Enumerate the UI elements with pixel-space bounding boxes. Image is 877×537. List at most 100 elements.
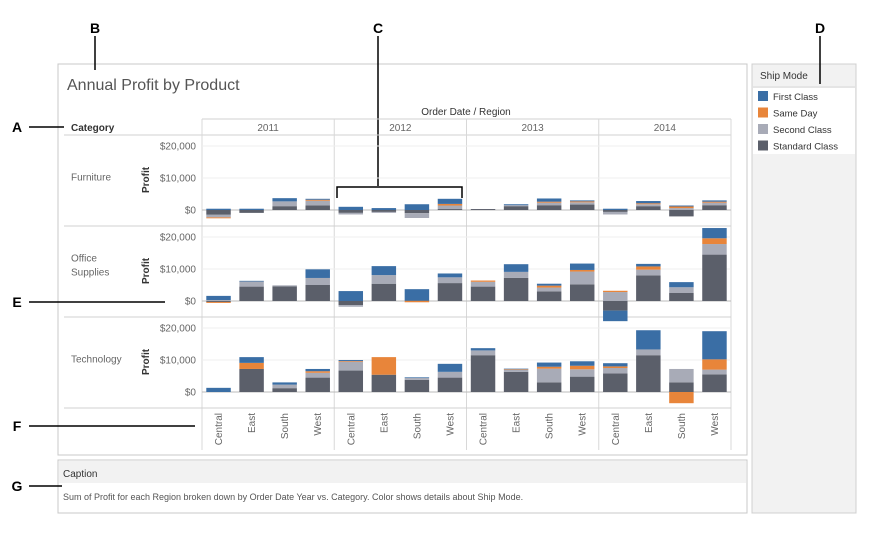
y-tick-label: $10,000 xyxy=(160,265,197,276)
bar-segment xyxy=(239,368,264,392)
legend-item-label: Second Class xyxy=(773,125,832,136)
bar-segment xyxy=(272,382,297,385)
bar-segment xyxy=(536,198,562,202)
year-header: 2012 xyxy=(389,123,412,134)
bar-segment xyxy=(569,263,595,270)
bar-segment xyxy=(206,300,231,301)
bar-segment xyxy=(470,286,496,301)
bar-segment xyxy=(702,254,727,301)
bar-segment xyxy=(536,201,562,203)
bar-segment xyxy=(404,204,430,210)
callout-e: E xyxy=(12,294,21,310)
legend-header xyxy=(753,65,855,87)
bar-segment xyxy=(536,382,562,392)
bar-segment xyxy=(669,205,694,207)
bar-segment xyxy=(669,282,694,288)
bar-segment xyxy=(305,277,330,285)
bar-segment xyxy=(503,204,529,206)
bar-segment xyxy=(371,211,397,213)
bar-segment xyxy=(636,355,661,392)
callout-b: B xyxy=(90,20,100,36)
bar-segment xyxy=(272,286,297,301)
column-header-title: Order Date / Region xyxy=(421,107,511,118)
bar-segment xyxy=(569,269,595,272)
bar-segment xyxy=(636,266,661,270)
bar-segment xyxy=(702,205,727,210)
region-label: East xyxy=(247,413,258,433)
bar-segment xyxy=(603,290,628,293)
callout-lines xyxy=(29,36,821,487)
region-label: East xyxy=(379,413,390,433)
callout-g: G xyxy=(12,478,23,494)
chart-marks xyxy=(206,198,727,404)
bar-segment xyxy=(702,228,727,239)
y-axis-title: Profit xyxy=(141,257,152,284)
legend-item-label: Standard Class xyxy=(773,142,838,153)
bar-segment xyxy=(503,368,529,370)
category-label: Technology xyxy=(71,355,122,366)
chart-title: Annual Profit by Product xyxy=(67,77,240,94)
bar-segment xyxy=(569,284,595,301)
bar-segment xyxy=(338,212,364,215)
bar-segment xyxy=(603,301,628,311)
legend-item-label: Same Day xyxy=(773,109,818,120)
region-label: West xyxy=(578,413,589,436)
bar-segment xyxy=(636,206,661,210)
bar-segment xyxy=(636,263,661,267)
bar-segment xyxy=(305,205,330,210)
bar-segment xyxy=(206,295,231,301)
bar-segment xyxy=(437,273,463,278)
bar-segment xyxy=(371,357,397,375)
bar-segment xyxy=(371,374,397,392)
bar-segment xyxy=(536,287,562,292)
callout-c: C xyxy=(373,20,383,36)
year-header: 2014 xyxy=(654,123,677,134)
bar-segment xyxy=(272,201,297,207)
bar-segment xyxy=(305,372,330,378)
region-label: South xyxy=(412,413,423,439)
region-label: Central xyxy=(479,413,490,445)
bar-segment xyxy=(470,280,496,282)
y-tick-label: $0 xyxy=(185,206,197,217)
bar-segment xyxy=(536,202,562,206)
bar-segment xyxy=(206,214,231,218)
callout-d: D xyxy=(815,20,825,36)
bar-segment xyxy=(636,204,661,207)
bar-segment xyxy=(404,300,430,301)
bar-segment xyxy=(206,210,231,215)
bar-segment xyxy=(371,208,397,210)
bar-segment xyxy=(437,209,463,210)
bar-segment xyxy=(503,369,529,372)
bar-segment xyxy=(272,198,297,202)
region-label: Central xyxy=(214,413,225,445)
bar-segment xyxy=(206,387,231,392)
bar-segment xyxy=(636,201,661,204)
bar-segment xyxy=(503,369,529,370)
bar-segment xyxy=(702,244,727,255)
bar-segment xyxy=(305,199,330,201)
bar-segment xyxy=(603,292,628,301)
bar-segment xyxy=(305,285,330,301)
bar-segment xyxy=(470,348,496,351)
bar-segment xyxy=(669,208,694,210)
caption-label: Caption xyxy=(63,469,97,480)
bar-segment xyxy=(503,271,529,278)
bar-segment xyxy=(206,208,231,210)
bar-segment xyxy=(404,377,430,380)
bar-segment xyxy=(239,208,264,210)
caption-header xyxy=(59,461,746,483)
bar-segment xyxy=(569,361,595,366)
bar-segment xyxy=(404,377,430,378)
row-header-title: Category xyxy=(71,123,115,134)
bar-segment xyxy=(702,331,727,360)
bar-segment xyxy=(239,286,264,301)
bar-segment xyxy=(305,368,330,372)
bar-segment xyxy=(470,209,496,210)
y-tick-label: $0 xyxy=(185,297,197,308)
legend-swatch xyxy=(758,107,768,118)
bar-segment xyxy=(437,377,463,392)
bar-segment xyxy=(569,365,595,370)
bar-segment xyxy=(206,301,231,303)
legend-swatch xyxy=(758,124,768,134)
bar-segment xyxy=(404,210,430,214)
